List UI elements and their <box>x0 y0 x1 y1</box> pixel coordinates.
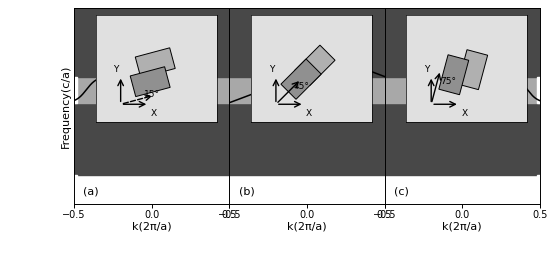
Bar <box>74 175 77 204</box>
Bar <box>229 103 385 175</box>
Bar <box>385 76 540 103</box>
Bar <box>74 76 77 103</box>
Bar <box>385 175 540 204</box>
Bar <box>229 8 385 76</box>
Bar <box>74 103 229 175</box>
Bar <box>229 175 385 204</box>
Bar <box>536 76 540 103</box>
X-axis label: k(2π/a): k(2π/a) <box>287 221 327 231</box>
Text: (b): (b) <box>238 187 254 197</box>
Text: (a): (a) <box>83 187 99 197</box>
Bar <box>229 76 385 103</box>
Bar <box>385 103 540 175</box>
Bar <box>385 8 540 76</box>
Y-axis label: Frequency(c/a): Frequency(c/a) <box>61 64 71 148</box>
X-axis label: k(2π/a): k(2π/a) <box>132 221 172 231</box>
X-axis label: k(2π/a): k(2π/a) <box>442 221 482 231</box>
Bar <box>74 8 229 76</box>
Bar <box>74 175 229 204</box>
Bar <box>74 76 229 103</box>
Text: (c): (c) <box>394 187 409 197</box>
Bar <box>536 175 540 204</box>
